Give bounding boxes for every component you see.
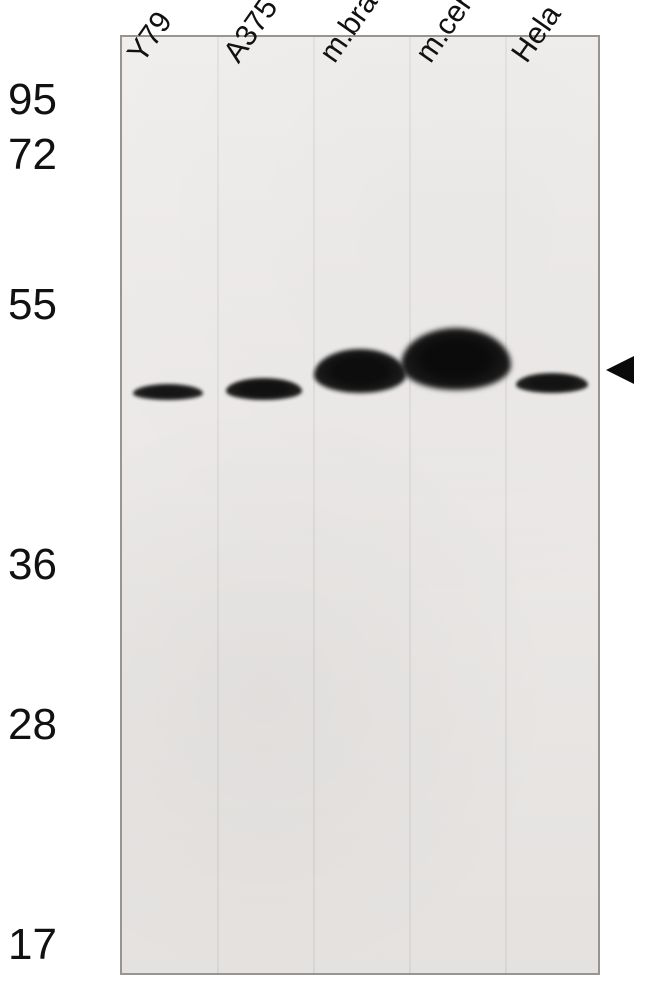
protein-band (226, 378, 302, 400)
protein-band (133, 384, 203, 400)
mw-marker-label: 17 (8, 920, 112, 970)
lane-separator (313, 37, 315, 973)
mw-marker-label: 55 (8, 280, 112, 330)
mw-marker-label: 72 (8, 130, 112, 180)
mw-marker-label: 36 (8, 540, 112, 590)
mw-marker-label: 95 (8, 75, 112, 125)
protein-band (516, 373, 588, 393)
lane-separator (217, 37, 219, 973)
target-band-arrow (606, 356, 634, 384)
lane-separator (505, 37, 507, 973)
lane-separator (409, 37, 411, 973)
mw-marker-label: 28 (8, 700, 112, 750)
blot-membrane (120, 35, 600, 975)
western-blot-figure: 957255362817 Y79A375m.brainm.cereHela (0, 0, 650, 998)
protein-band (314, 349, 406, 393)
